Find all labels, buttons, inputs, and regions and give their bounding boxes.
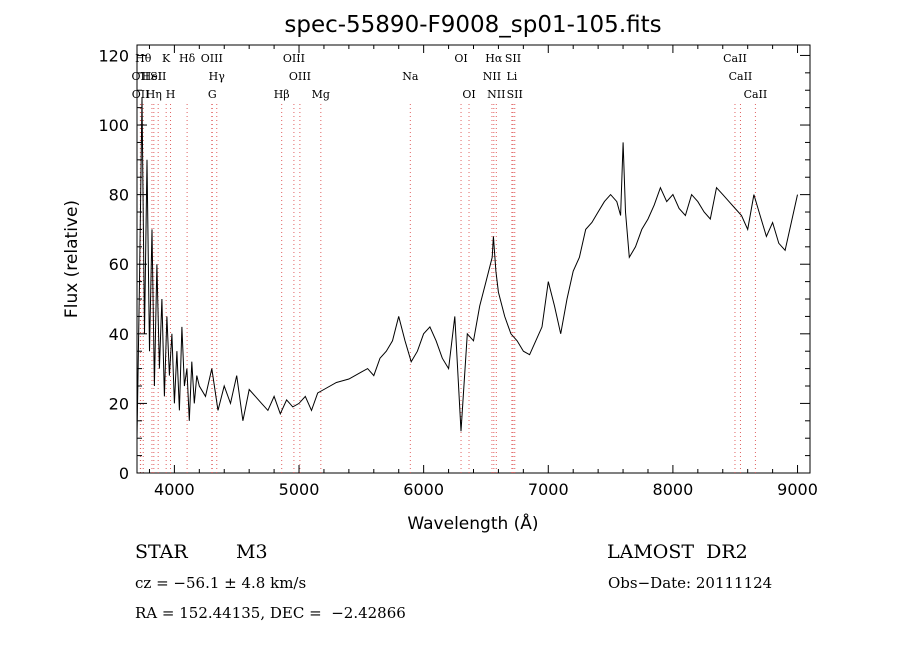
y-axis-label: Flux (relative) [62, 200, 82, 318]
line-label-1: OII [132, 88, 150, 101]
x-tick-label-2: 6000 [403, 480, 444, 499]
line-label-11: G [208, 88, 217, 101]
line-label-24: SII [507, 88, 523, 101]
line-label-3: HeI [142, 70, 162, 83]
line-label-7: H [166, 88, 176, 101]
y-tick-label-0: 0 [119, 464, 129, 483]
line-label-6: K [162, 52, 171, 65]
spectral-line-markers [139, 104, 756, 473]
survey-name: LAMOST DR2 [607, 541, 748, 563]
x-axis-label: Wavelength (Å) [407, 512, 538, 534]
line-label-10: Hγ [209, 70, 226, 83]
y-tick-label-6: 120 [98, 46, 129, 65]
line-label-19: Hα [485, 52, 503, 65]
object-subclass: M3 [236, 541, 268, 563]
line-label-5: SII [150, 70, 166, 83]
line-label-9: OIII [201, 52, 223, 65]
line-label-4: Hη [146, 88, 162, 101]
object-class: STAR [135, 541, 188, 563]
line-label-13: OIII [283, 52, 305, 65]
x-tick-label-0: 4000 [154, 480, 195, 499]
line-label-27: CaII [744, 88, 768, 101]
line-label-0: OII [132, 70, 150, 83]
line-label-25: CaII [723, 52, 747, 65]
plot-frame [136, 44, 811, 474]
line-label-2: Hθ [135, 52, 152, 65]
line-label-23: Li [506, 70, 517, 83]
line-label-17: OI [454, 52, 467, 65]
y-tick-label-3: 60 [109, 255, 129, 274]
line-label-18: OI [462, 88, 475, 101]
coordinates: RA = 152.44135, DEC = −2.42866 [135, 604, 406, 622]
x-tick-label-3: 7000 [528, 480, 569, 499]
line-label-16: Na [402, 70, 419, 83]
line-label-15: Mg [312, 88, 330, 101]
x-tick-label-5: 9000 [777, 480, 818, 499]
y-tick-label-2: 40 [109, 325, 129, 344]
y-tick-label-1: 20 [109, 394, 129, 413]
spectrum-line [136, 97, 798, 439]
y-tick-label-4: 80 [109, 186, 129, 205]
chart-title: spec-55890-F9008_sp01-105.fits [284, 12, 661, 38]
redshift-readout: cz = −56.1 ± 4.8 km/s [135, 574, 307, 592]
line-label-21: NII [487, 88, 505, 101]
line-label-26: CaII [729, 70, 753, 83]
x-axis: 4000 5000 6000 7000 8000 9000 [148, 45, 818, 499]
x-tick-label-1: 5000 [279, 480, 320, 499]
obs-date: Obs−Date: 20111124 [608, 574, 773, 592]
line-label-8: Hδ [179, 52, 196, 65]
line-label-22: SII [505, 52, 521, 65]
line-label-12: Hβ [274, 88, 290, 101]
y-axis: 0 20 40 60 80 100 120 [98, 46, 810, 483]
x-tick-label-4: 8000 [653, 480, 694, 499]
y-tick-label-5: 100 [98, 116, 129, 135]
line-label-14: OIII [289, 70, 311, 83]
line-label-20: NII [483, 70, 501, 83]
